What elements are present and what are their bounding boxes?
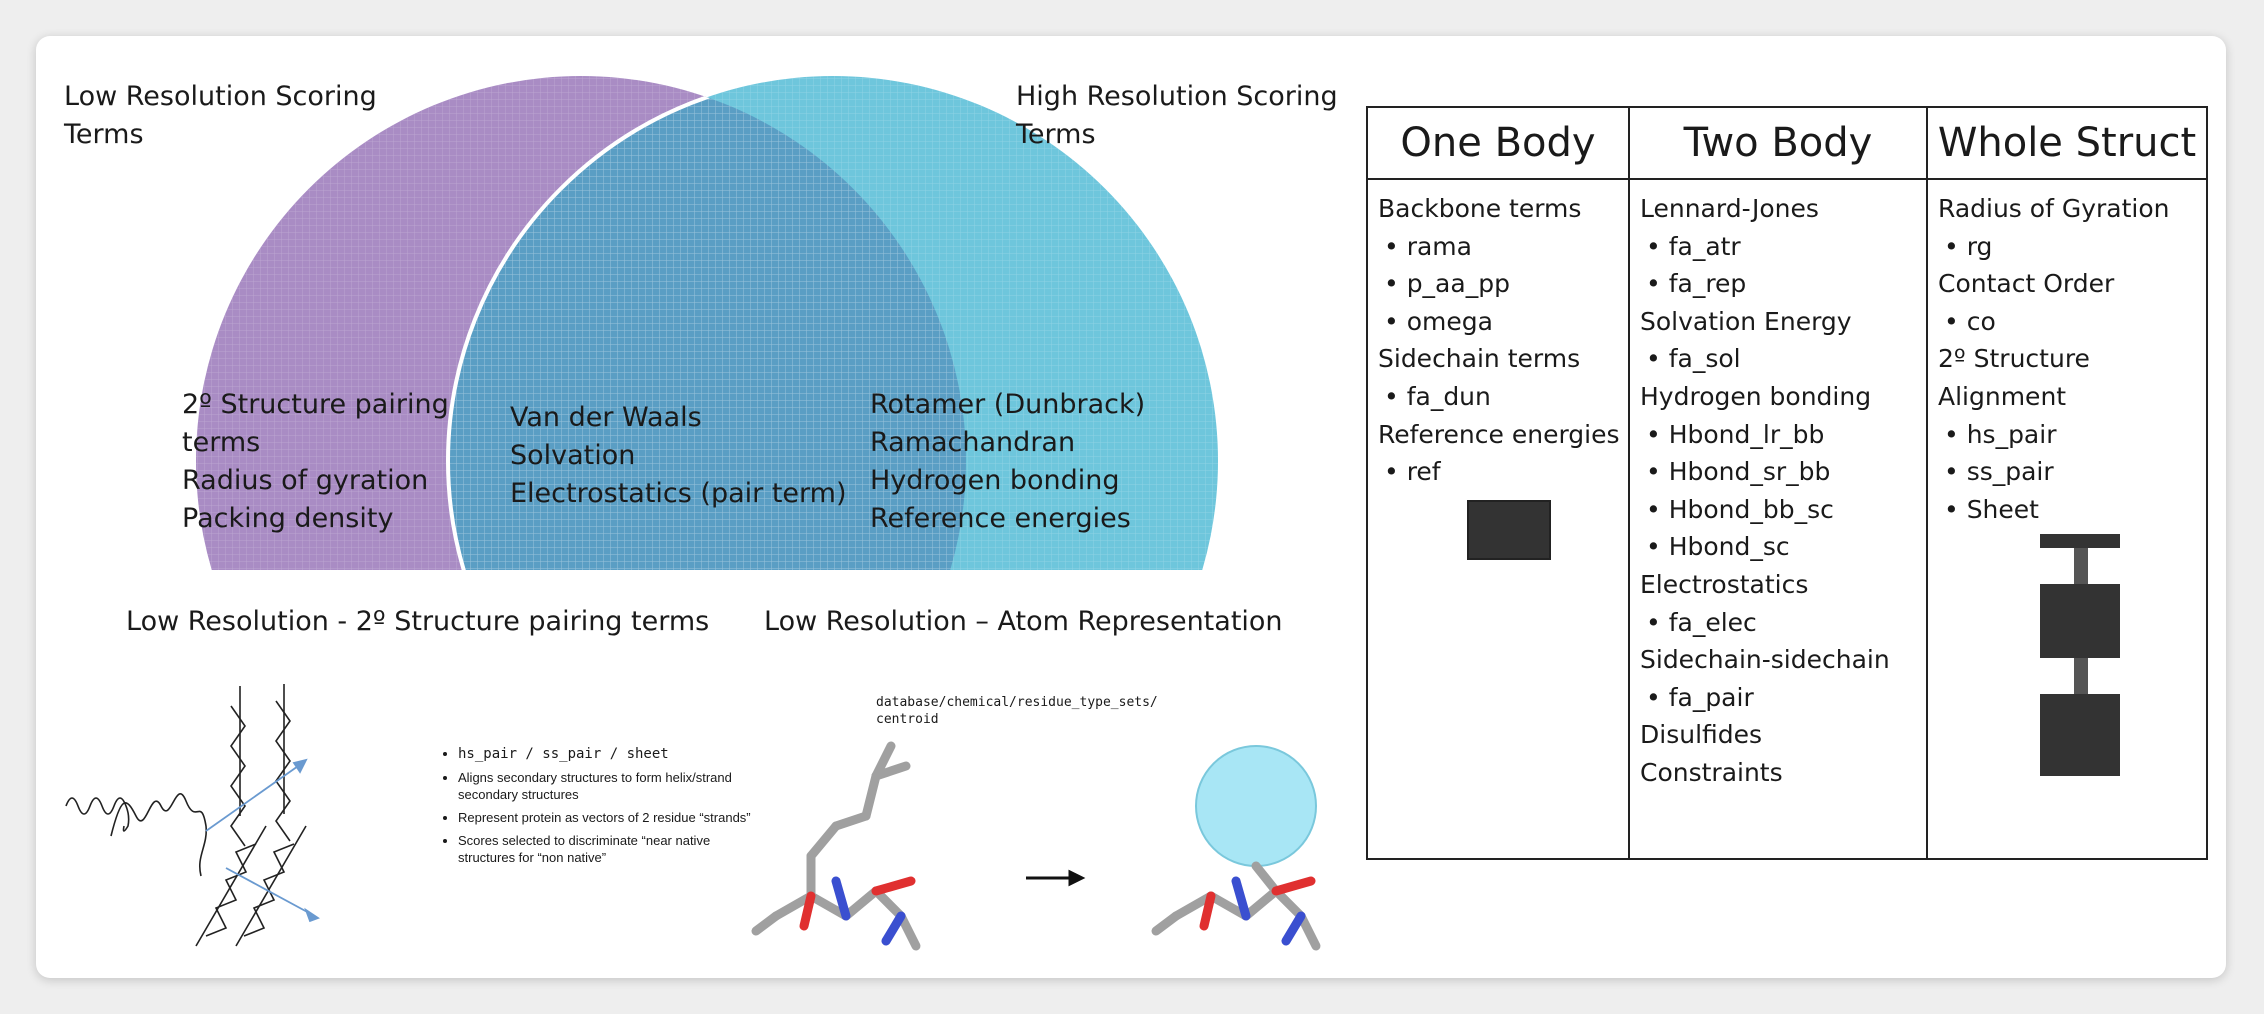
term-item: • ref <box>1378 453 1620 491</box>
term-item: • fa_sol <box>1640 340 1918 378</box>
pairing-bullet: Scores selected to discriminate “near na… <box>458 832 758 866</box>
term-item: Solvation Energy <box>1640 303 1918 341</box>
term-item: • Hbond_lr_bb <box>1640 416 1918 454</box>
term-item: • p_aa_pp <box>1378 265 1620 303</box>
term-item: Alignment <box>1938 378 2198 416</box>
term-item: Sidechain terms <box>1378 340 1620 378</box>
arrow-icon <box>1026 872 1082 884</box>
pairing-bullet: Aligns secondary structures to form heli… <box>458 769 758 803</box>
whole-struct-glyph <box>2034 530 2134 800</box>
score-terms-table: One Body Two Body Whole Struct Backbone … <box>1366 106 2208 860</box>
figure-card: Low Resolution Scoring Terms High Resolut… <box>36 36 2226 978</box>
term-item: • fa_elec <box>1640 604 1918 642</box>
two-body-cell: Lennard-Jones • fa_atr • fa_rep Solvation E… <box>1629 179 1927 859</box>
high-res-terms: Rotamer (Dunbrack) Ramachandran Hydrogen… <box>870 386 1145 538</box>
term-item: • ss_pair <box>1938 453 2198 491</box>
term-item: 2º Structure <box>1938 340 2198 378</box>
term-item: • Hbond_bb_sc <box>1640 491 1918 529</box>
header-two-body: Two Body <box>1629 107 1927 179</box>
term-item: • Hbond_sc <box>1640 528 1918 566</box>
term-item: Constraints <box>1640 754 1918 792</box>
centroid-sphere <box>1196 746 1316 866</box>
term-item: Hydrogen bonding <box>1640 378 1918 416</box>
pairing-title: Low Resolution - 2º Structure pairing te… <box>126 606 709 637</box>
header-one-body: One Body <box>1367 107 1629 179</box>
one-body-glyph <box>1464 497 1554 567</box>
term-item: • fa_rep <box>1640 265 1918 303</box>
term-item: • omega <box>1378 303 1620 341</box>
term-item: • co <box>1938 303 2198 341</box>
term-item: Radius of Gyration <box>1938 190 2198 228</box>
low-res-title: Low Resolution Scoring Terms <box>64 78 377 154</box>
strand-pairing-illustration <box>56 646 456 966</box>
term-item: • rama <box>1378 228 1620 266</box>
term-item: Sidechain-sidechain <box>1640 641 1918 679</box>
one-body-terms: Backbone terms • rama • p_aa_pp • omega Side… <box>1378 190 1620 491</box>
full-atom-residue <box>756 746 916 946</box>
term-item: Backbone terms <box>1378 190 1620 228</box>
term-item: • Hbond_sr_bb <box>1640 453 1918 491</box>
term-item: Disulfides <box>1640 716 1918 754</box>
pairing-bullets: hs_pair / ss_pair / sheet Aligns seconda… <box>436 746 758 872</box>
term-item: • hs_pair <box>1938 416 2198 454</box>
strand-down-1 <box>206 844 256 936</box>
pairing-bullet: hs_pair / ss_pair / sheet <box>458 746 758 763</box>
term-item: Contact Order <box>1938 265 2198 303</box>
term-item: • fa_atr <box>1640 228 1918 266</box>
term-item: Lennard-Jones <box>1640 190 1918 228</box>
low-res-terms: 2º Structure pairing terms Radius of gyr… <box>182 386 449 538</box>
term-item: • Sheet <box>1938 491 2198 529</box>
term-item: • fa_dun <box>1378 378 1620 416</box>
whole-struct-cell: Radius of Gyration • rg Contact Order • co 2… <box>1927 179 2207 859</box>
atom-representation-illustration <box>736 716 1356 976</box>
header-whole-struct: Whole Struct <box>1927 107 2207 179</box>
strand-up-1 <box>231 706 245 846</box>
term-item: Reference energies <box>1378 416 1620 454</box>
strand-up-2 <box>276 701 290 841</box>
shared-terms: Van der Waals Solvation Electrostatics (… <box>510 399 846 513</box>
coil-squiggle <box>66 798 129 831</box>
high-res-title: High Resolution Scoring Terms <box>1016 78 1338 154</box>
term-item: • fa_pair <box>1640 679 1918 717</box>
two-body-terms: Lennard-Jones • fa_atr • fa_rep Solvation E… <box>1640 190 1918 792</box>
whole-struct-terms: Radius of Gyration • rg Contact Order • co 2… <box>1938 190 2198 528</box>
term-item: • rg <box>1938 228 2198 266</box>
one-body-cell: Backbone terms • rama • p_aa_pp • omega Side… <box>1367 179 1629 859</box>
atom-rep-title: Low Resolution – Atom Representation <box>764 606 1283 637</box>
term-item: Electrostatics <box>1640 566 1918 604</box>
pairing-bullet: Represent protein as vectors of 2 residu… <box>458 809 758 826</box>
